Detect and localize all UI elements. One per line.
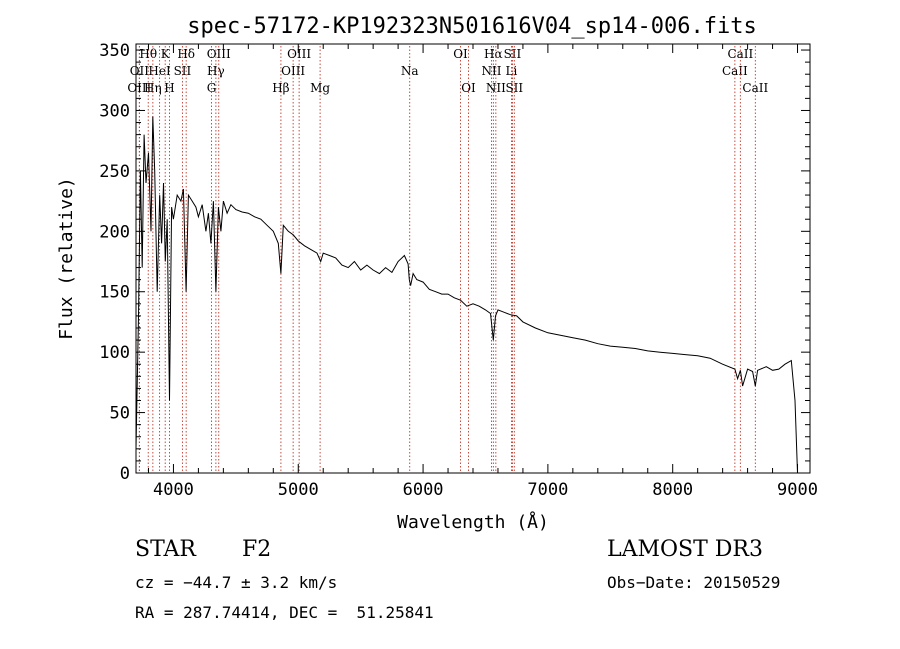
survey-name: LAMOST DR3	[607, 537, 763, 562]
sky-coordinates: RA = 287.74414, DEC = 51.25841	[135, 603, 434, 622]
y-axis-label: Flux (relative)	[56, 177, 77, 340]
line-label-26: CaII	[727, 47, 753, 61]
redshift-velocity: cz = −44.7 ± 3.2 km/s	[135, 573, 338, 592]
y-tick-label-100: 100	[99, 343, 130, 363]
line-label-7: SII	[174, 64, 192, 78]
y-tick-label-50: 50	[110, 404, 130, 424]
x-tick-label-4000: 4000	[153, 480, 194, 500]
y-tick-label-0: 0	[120, 464, 130, 484]
line-label-22: Li	[506, 64, 518, 78]
line-label-14: OIII	[287, 47, 311, 61]
chart-title: spec-57172-KP192323N501616V04_sp14-006.f…	[187, 14, 757, 39]
object-class: STAR	[135, 537, 196, 562]
y-tick-label-350: 350	[99, 41, 130, 61]
x-tick-label-5000: 5000	[278, 480, 319, 500]
line-label-9: Hγ	[207, 64, 225, 78]
line-label-16: Na	[401, 64, 419, 78]
line-label-19: NII	[481, 64, 501, 78]
x-tick-label-8000: 8000	[652, 480, 693, 500]
line-label-23: SII	[504, 47, 522, 61]
x-axis-label: Wavelength (Å)	[397, 511, 549, 533]
y-tick-label-250: 250	[99, 162, 130, 182]
line-label-12: Hβ	[272, 81, 289, 95]
line-label-20: Hα	[484, 47, 503, 61]
spectrum-line	[135, 116, 798, 474]
line-label-4: HeI	[148, 64, 171, 78]
line-label-6: H	[164, 81, 174, 95]
y-tick-label-150: 150	[99, 283, 130, 303]
line-label-24: SII	[505, 81, 523, 95]
line-label-11: OIII	[207, 47, 231, 61]
line-label-8: Hδ	[177, 47, 195, 61]
line-label-18: OI	[461, 81, 476, 95]
line-label-17: OI	[453, 47, 468, 61]
line-label-27: CaII	[742, 81, 768, 95]
line-label-0: Hθ	[139, 47, 157, 61]
x-tick-label-9000: 9000	[777, 480, 818, 500]
y-tick-label-200: 200	[99, 222, 130, 242]
line-label-15: Mg	[310, 81, 330, 95]
line-label-25: CaII	[722, 64, 748, 78]
x-tick-label-6000: 6000	[403, 480, 444, 500]
line-label-2: OIII	[127, 81, 151, 95]
line-label-13: OIII	[281, 64, 305, 78]
observation-date: Obs−Date: 20150529	[607, 573, 781, 592]
plot-frame	[135, 43, 811, 474]
line-label-10: G	[207, 81, 217, 95]
line-label-3: Hη	[144, 81, 162, 95]
x-tick-label-7000: 7000	[527, 480, 568, 500]
line-label-5: K	[161, 47, 171, 61]
object-subclass: F2	[242, 537, 272, 562]
y-tick-label-300: 300	[99, 101, 130, 121]
line-label-21: NII	[486, 81, 506, 95]
